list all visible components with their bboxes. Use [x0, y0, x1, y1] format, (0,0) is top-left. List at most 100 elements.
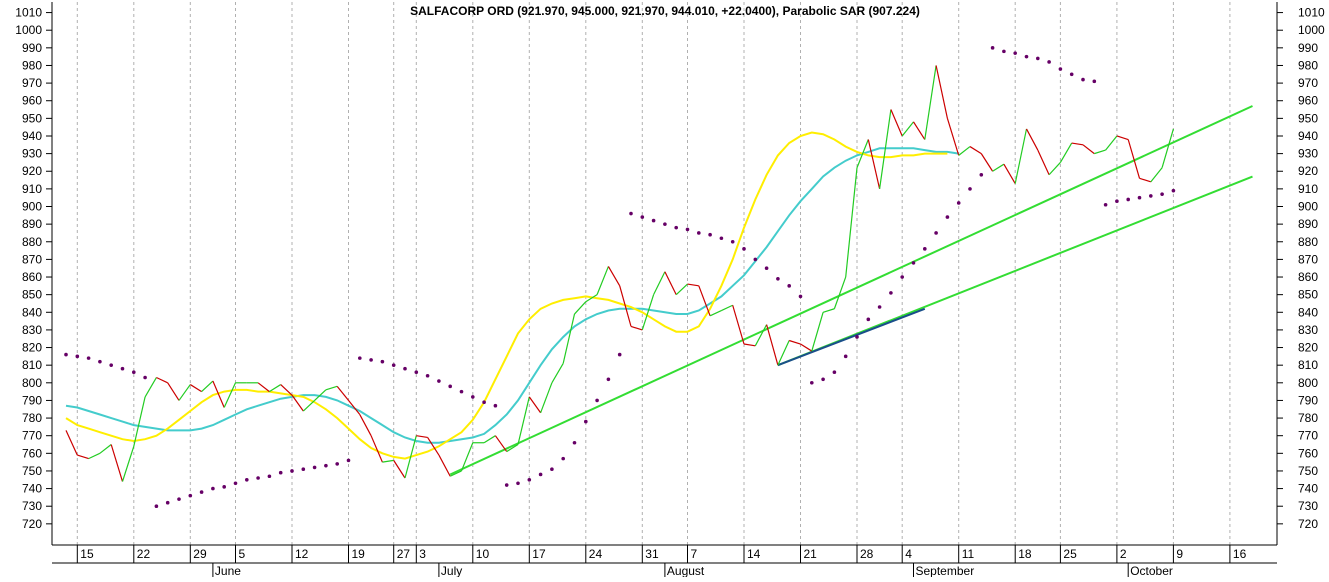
moving-averages — [65, 131, 959, 460]
sar-point — [550, 467, 554, 471]
y-tick-label-left: 860 — [22, 270, 42, 284]
sar-point — [1013, 51, 1017, 55]
sar-point — [742, 247, 746, 251]
sar-point — [956, 201, 961, 205]
x-tick-label: 19 — [352, 547, 366, 561]
sar-point — [448, 384, 453, 389]
sar-point — [290, 469, 294, 473]
sar-point — [324, 463, 328, 468]
price-segment — [1071, 142, 1084, 146]
sar-point — [1081, 77, 1085, 82]
x-tick-label: 28 — [860, 547, 874, 561]
price-segment — [596, 266, 609, 295]
sar-point — [493, 403, 498, 408]
y-tick-label-left: 960 — [22, 94, 42, 108]
y-tick-label-right: 890 — [1298, 217, 1318, 231]
sar-point — [527, 477, 532, 482]
sar-point — [109, 363, 113, 367]
price-segment — [653, 271, 666, 295]
y-tick-label-right: 920 — [1298, 164, 1318, 178]
y-tick-label-left: 880 — [22, 235, 42, 249]
sar-point — [199, 490, 204, 494]
y-tick-label-left: 770 — [22, 429, 42, 443]
month-label: September — [916, 564, 975, 577]
price-segment — [382, 459, 394, 463]
price-segment — [879, 109, 892, 189]
price-segment — [280, 384, 293, 396]
price-segment — [845, 167, 858, 278]
price-segment — [619, 285, 632, 327]
price-segment — [630, 325, 643, 331]
sar-point — [1092, 79, 1097, 84]
sar-point — [391, 363, 396, 367]
price-segment — [777, 340, 790, 366]
y-tick-label-left: 910 — [22, 182, 42, 196]
price-segment — [314, 389, 327, 401]
x-tick-label: 29 — [193, 547, 207, 561]
y-tick-label-right: 980 — [1298, 58, 1318, 72]
sar-point — [572, 440, 577, 445]
x-tick-label: 18 — [1018, 547, 1032, 561]
sar-point — [584, 419, 588, 424]
sar-point — [629, 211, 633, 216]
price-segment — [1094, 149, 1106, 155]
price-segment — [156, 376, 168, 384]
price-segment — [1150, 167, 1163, 183]
y-tick-label-left: 840 — [22, 305, 42, 319]
price-segment — [99, 444, 112, 454]
y-tick-label-right: 760 — [1298, 446, 1318, 460]
y-tick-label-right: 930 — [1298, 147, 1318, 161]
sar-point — [923, 247, 927, 251]
month-label: July — [441, 564, 462, 577]
price-segment — [969, 146, 982, 155]
price-segment — [641, 294, 655, 331]
y-tick-label-right: 730 — [1298, 499, 1318, 513]
price-segment — [178, 384, 191, 401]
y-tick-label-left: 750 — [22, 464, 42, 478]
trendline-3 — [777, 307, 926, 367]
sar-point — [640, 215, 645, 219]
price-segment — [980, 153, 994, 172]
sar-point — [177, 497, 181, 501]
sar-point — [685, 227, 690, 232]
sar-point — [222, 485, 226, 489]
x-tick-label: 10 — [476, 547, 490, 561]
sar-point — [945, 215, 950, 219]
sar-point — [516, 481, 520, 486]
y-tick-label-right: 960 — [1298, 94, 1318, 108]
sar-point — [504, 483, 509, 487]
x-tick-label: 3 — [419, 547, 426, 561]
sar-point — [380, 359, 385, 364]
price-segment — [811, 312, 824, 352]
price-segment — [257, 382, 270, 393]
price-segment — [212, 380, 225, 408]
sar-point — [301, 467, 306, 471]
y-tick-label-right: 1000 — [1298, 23, 1325, 37]
sar-point — [278, 470, 283, 475]
y-tick-label-right: 940 — [1298, 129, 1318, 143]
sar-point — [663, 222, 667, 226]
y-tick-label-left: 850 — [22, 288, 42, 302]
y-tick-label-left: 730 — [22, 499, 42, 513]
sar-point — [256, 476, 260, 480]
sar-point — [1137, 195, 1142, 200]
price-segment — [223, 382, 237, 408]
price-segment — [77, 454, 89, 460]
sar-point — [482, 400, 486, 404]
sar-point — [358, 356, 362, 360]
price-segment — [551, 363, 564, 384]
sar-point — [403, 366, 407, 371]
price-segment — [867, 139, 881, 190]
price-segment — [574, 301, 587, 315]
y-tick-label-right: 840 — [1298, 305, 1318, 319]
sar-point — [538, 472, 543, 477]
price-segment — [687, 283, 699, 287]
y-tick-label-left: 760 — [22, 446, 42, 460]
price-segment — [1048, 162, 1061, 176]
price-segment — [675, 283, 688, 296]
x-tick-label: 14 — [747, 547, 761, 561]
y-tick-label-left: 1000 — [15, 23, 42, 37]
x-tick-label: 5 — [239, 547, 246, 561]
